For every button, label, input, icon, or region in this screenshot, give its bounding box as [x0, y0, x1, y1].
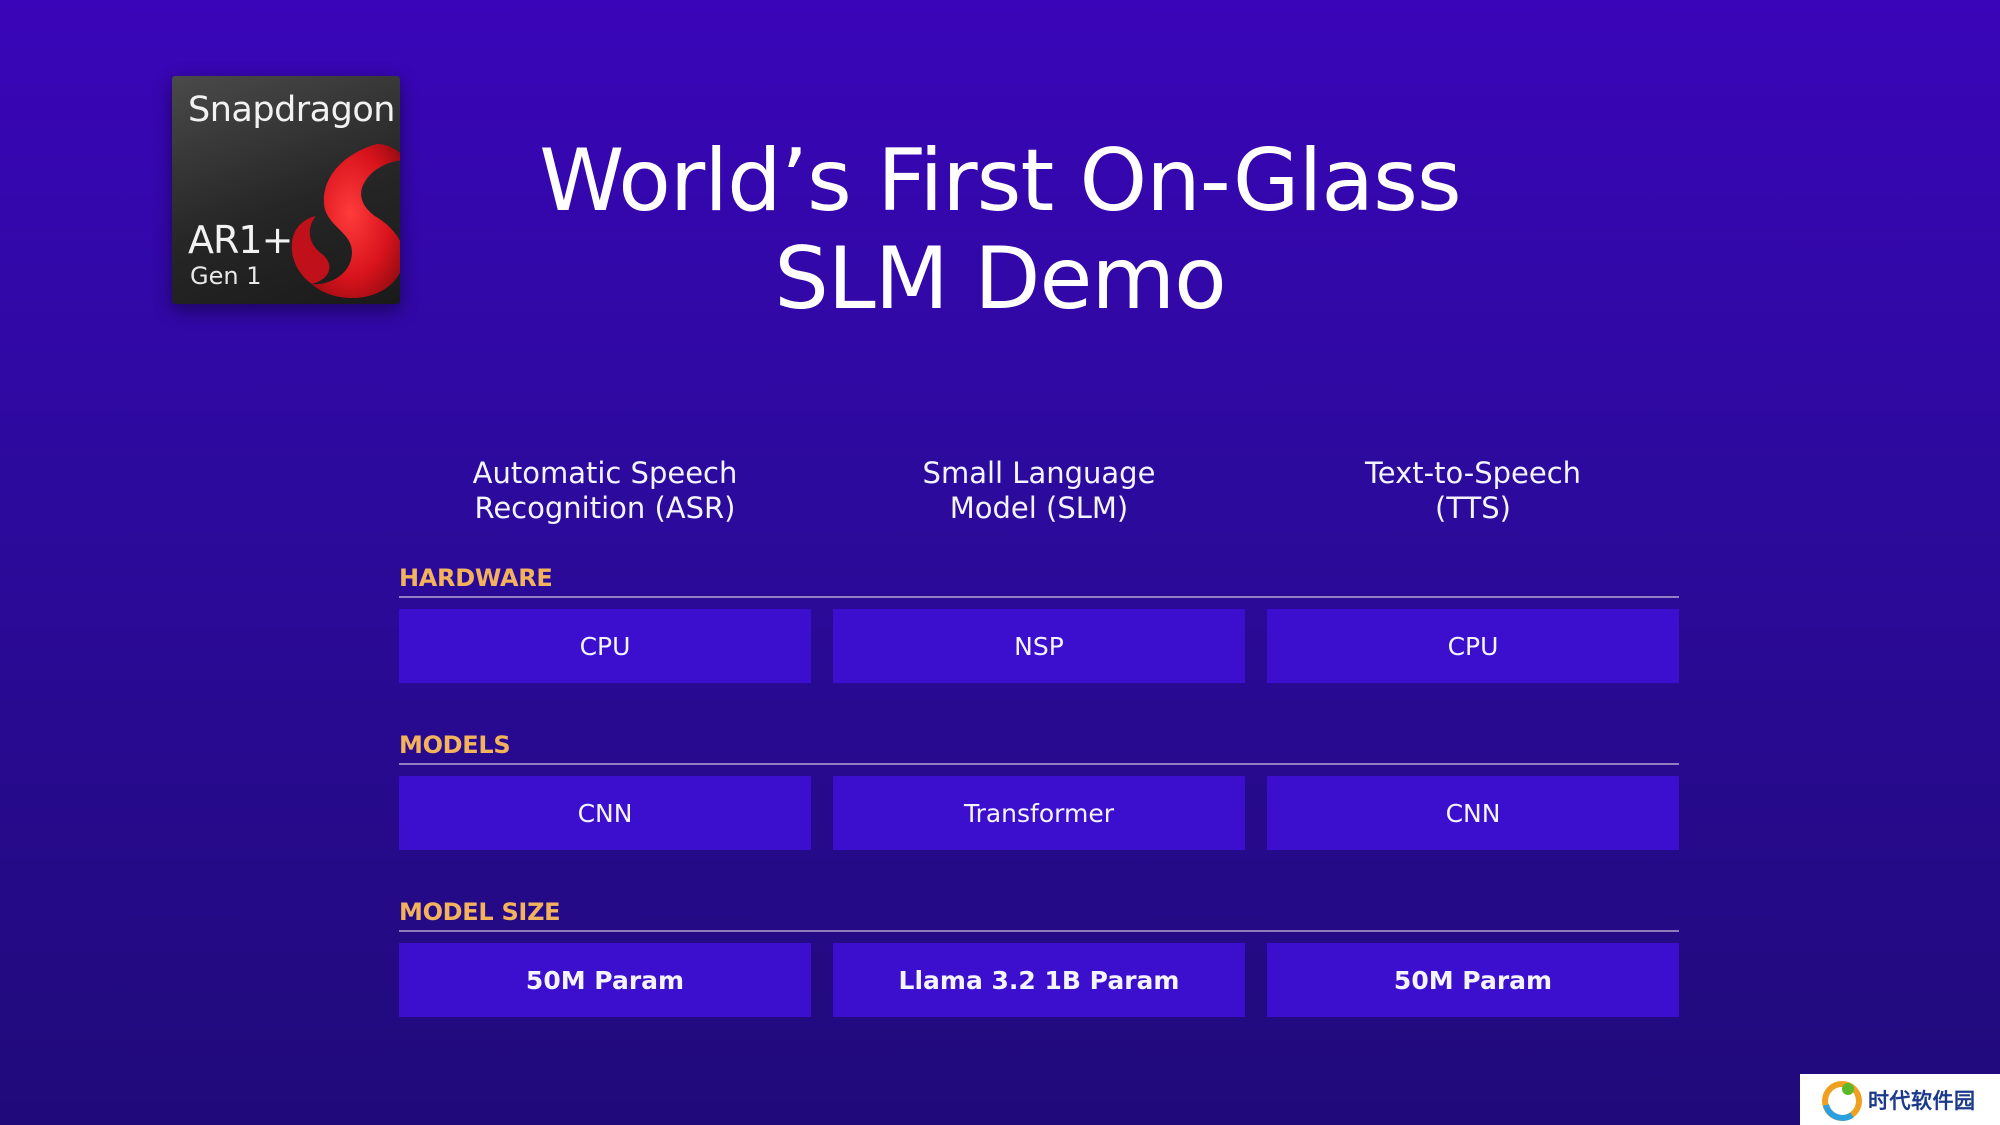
cell-model-size-slm: Llama 3.2 1B Param — [833, 943, 1245, 1017]
cell-hardware-asr: CPU — [399, 609, 811, 683]
cell-hardware-tts: CPU — [1267, 609, 1679, 683]
watermark-logo-icon — [1822, 1080, 1862, 1121]
watermark-text: 时代软件园 — [1868, 1088, 1976, 1113]
logo-generation-text: Gen 1 — [190, 262, 262, 290]
column-header-line-2: (TTS) — [1435, 491, 1511, 525]
column-header-slm: Small Language Model (SLM) — [833, 456, 1245, 526]
column-header-line-1: Text-to-Speech — [1364, 456, 1582, 490]
page-title: World’s First On-Glass SLM Demo — [520, 132, 1480, 328]
cell-model-size-asr: 50M Param — [399, 943, 811, 1017]
column-header-tts: Text-to-Speech (TTS) — [1267, 456, 1679, 526]
column-header-asr: Automatic Speech Recognition (ASR) — [399, 456, 811, 526]
cell-model-size-tts: 50M Param — [1267, 943, 1679, 1017]
site-watermark: 时代软件园 — [1800, 1074, 2000, 1125]
title-line-2: SLM Demo — [774, 229, 1227, 329]
section-label-models: MODELS — [399, 731, 511, 759]
logo-model-text: AR1+ — [188, 218, 293, 262]
snapdragon-flame-icon — [291, 144, 400, 298]
section-label-model-size: MODEL SIZE — [399, 898, 561, 926]
section-label-hardware: HARDWARE — [399, 564, 553, 592]
section-divider — [399, 596, 1679, 598]
column-header-line-2: Model (SLM) — [949, 491, 1129, 525]
section-divider — [399, 930, 1679, 932]
cell-models-slm: Transformer — [833, 776, 1245, 850]
title-line-1: World’s First On-Glass — [539, 131, 1461, 231]
cell-hardware-slm: NSP — [833, 609, 1245, 683]
column-header-line-1: Small Language — [922, 456, 1156, 490]
cell-models-tts: CNN — [1267, 776, 1679, 850]
logo-brand-text: Snapdragon — [188, 90, 395, 130]
section-divider — [399, 763, 1679, 765]
column-header-line-1: Automatic Speech — [472, 456, 738, 490]
snapdragon-ar1-logo: Snapdragon AR1+ Gen 1 — [172, 76, 400, 304]
cell-models-asr: CNN — [399, 776, 811, 850]
column-header-line-2: Recognition (ASR) — [474, 491, 736, 525]
